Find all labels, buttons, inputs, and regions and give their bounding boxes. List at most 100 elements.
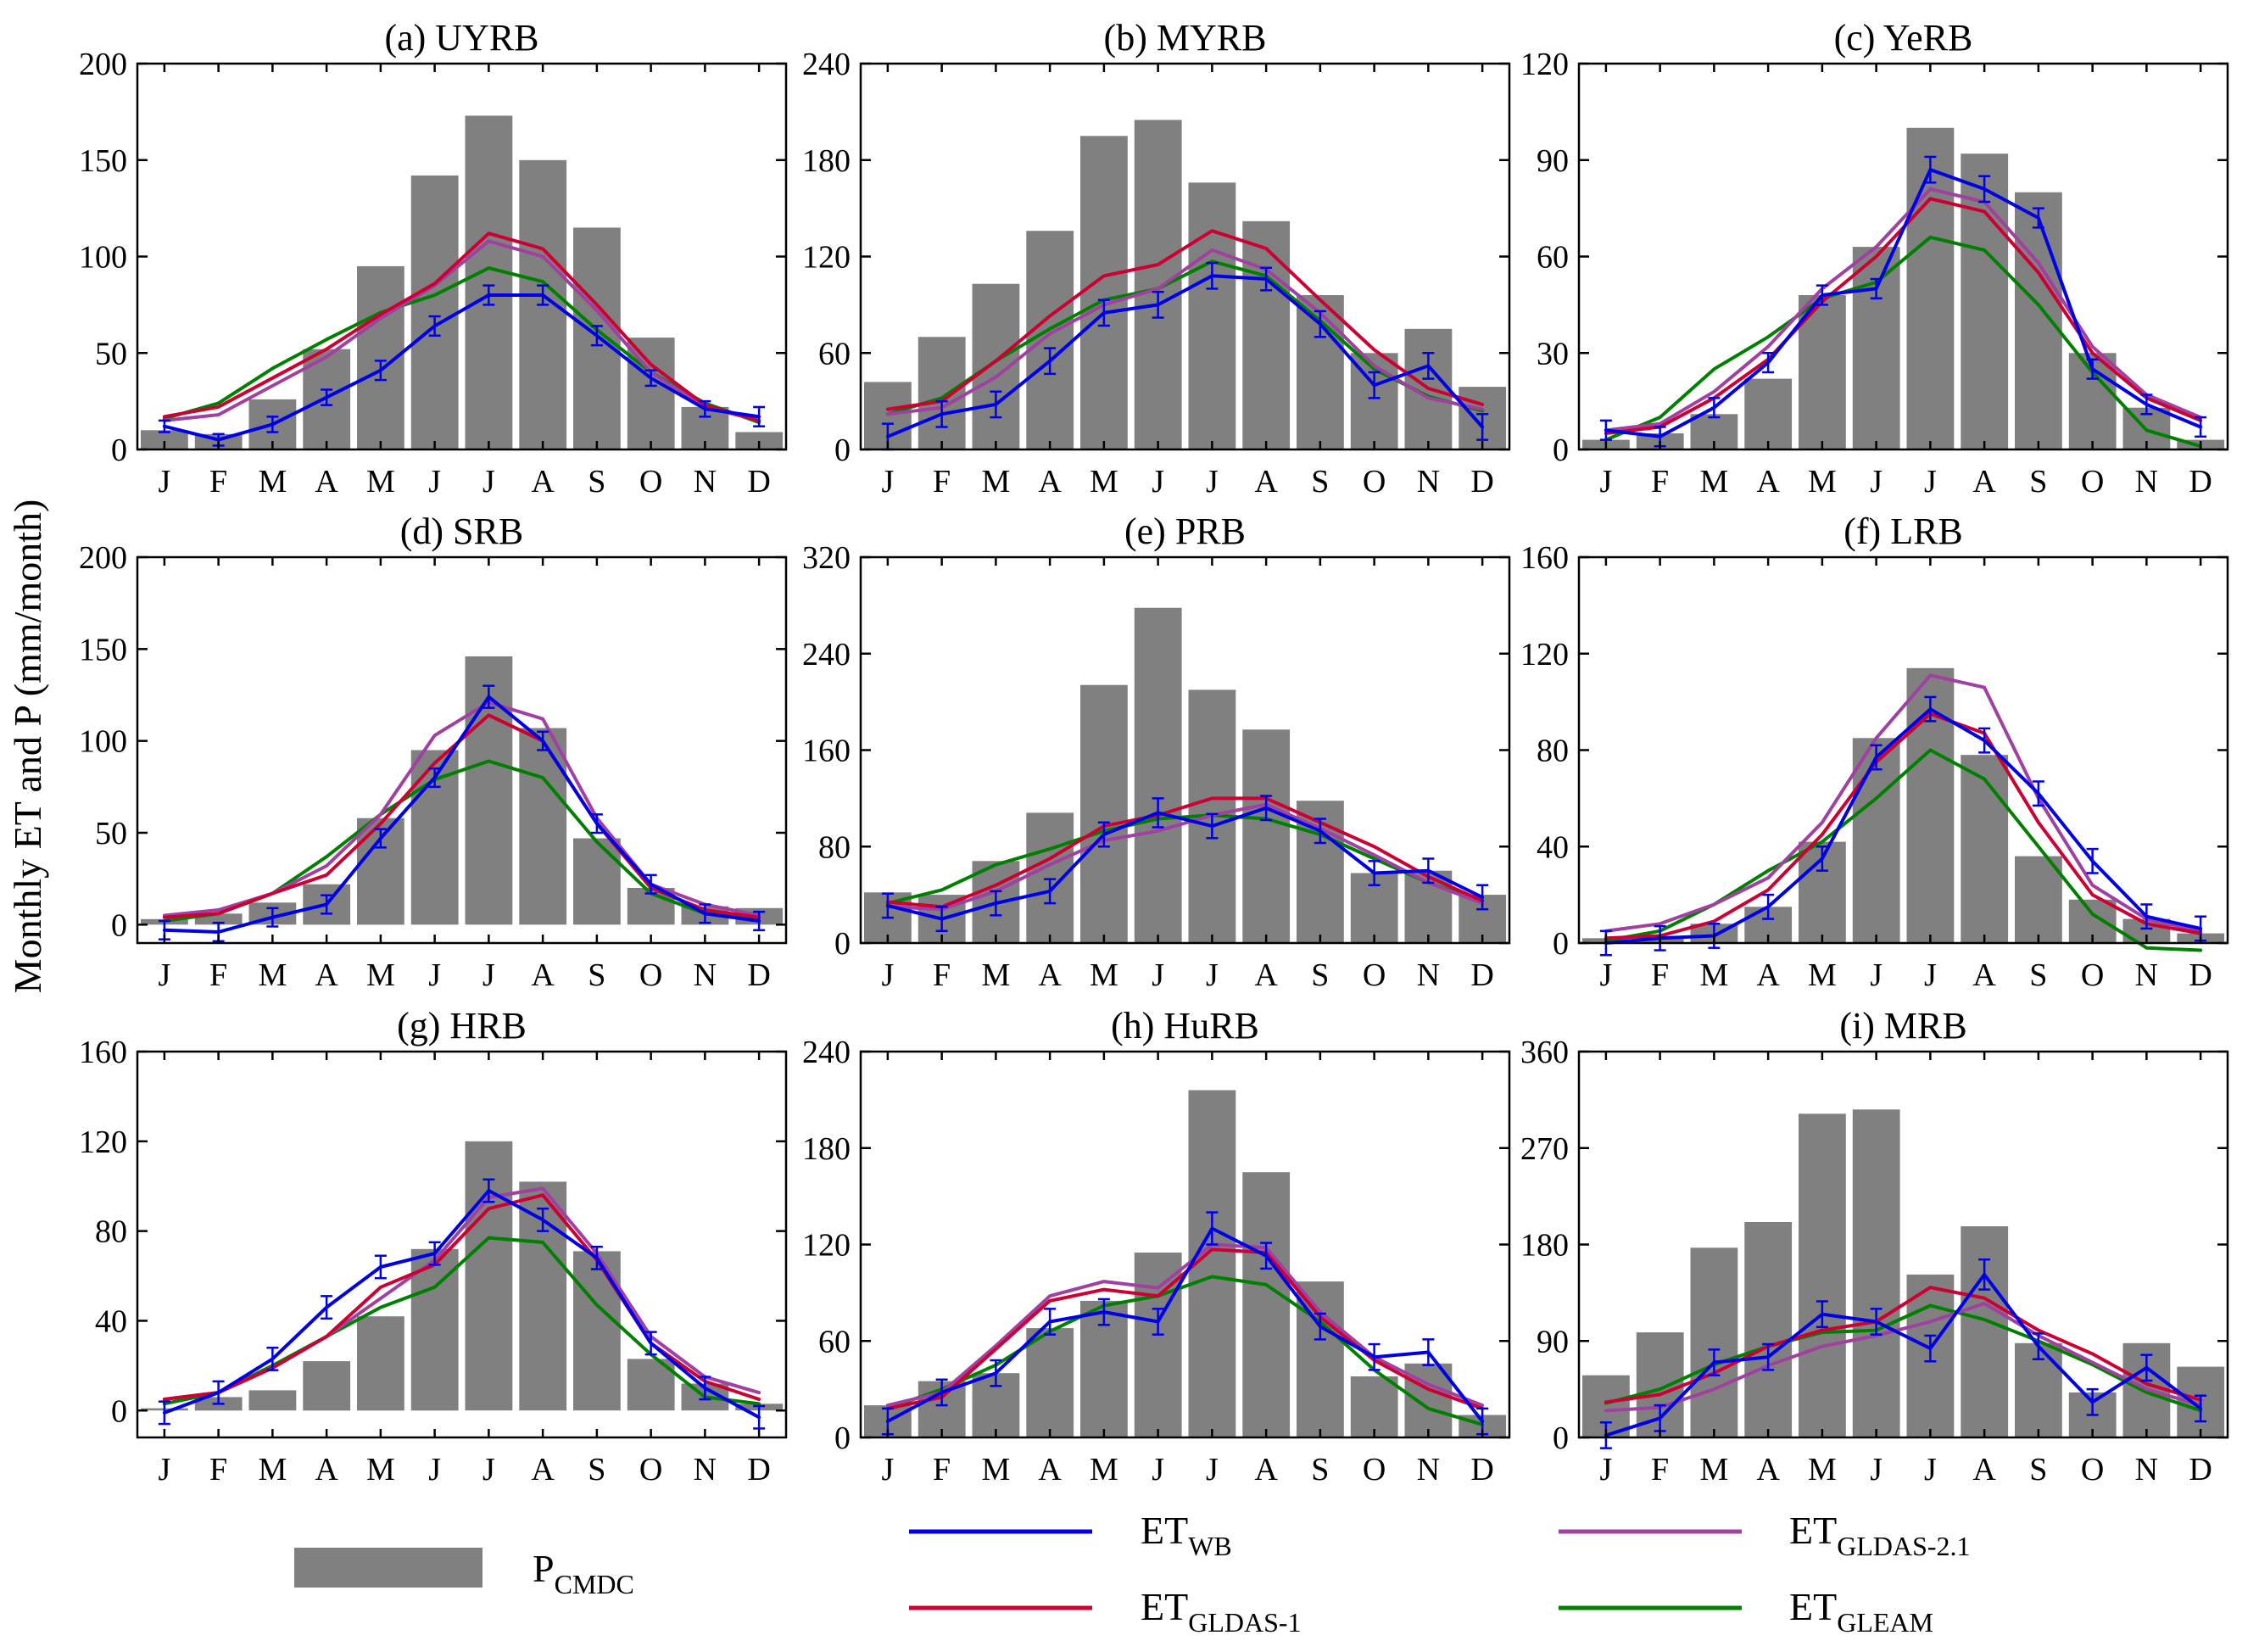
et-wb-error-bar-7 bbox=[482, 284, 495, 306]
x-tick-label: A bbox=[315, 1452, 338, 1487]
et-wb-error-bar-1 bbox=[881, 892, 894, 919]
et-wb-error-bar-9 bbox=[590, 813, 603, 834]
x-tick-label: D bbox=[747, 957, 770, 993]
x-tick-label: J bbox=[1870, 1452, 1883, 1487]
et-wb-error-bar-7 bbox=[482, 684, 495, 709]
x-tick-label: J bbox=[1924, 957, 1937, 993]
x-tick-label: S bbox=[1311, 957, 1329, 993]
et-wb-error-bar-6 bbox=[1870, 277, 1883, 300]
et-wb-error-bar-11 bbox=[1422, 1338, 1435, 1366]
x-tick-label: O bbox=[2081, 1452, 2104, 1487]
et-wb-error-bar-5 bbox=[1816, 846, 1828, 872]
y-tick-label: 80 bbox=[1537, 734, 1569, 769]
legend-label-et-wb: ETWB bbox=[1141, 1509, 1232, 1561]
x-tick-label: M bbox=[1808, 957, 1837, 993]
precip-bar-4 bbox=[303, 1361, 351, 1411]
x-tick-label: A bbox=[1972, 957, 1996, 993]
x-tick-label: J bbox=[1152, 957, 1164, 993]
y-tick-label: 100 bbox=[79, 724, 127, 760]
et-wb-error-bar-12 bbox=[2195, 1394, 2207, 1423]
et-wb-error-bar-11 bbox=[2140, 903, 2153, 930]
et-wb-error-bar-4 bbox=[1044, 347, 1057, 376]
legend-label-main: ET bbox=[1789, 1509, 1837, 1552]
et-wb-error-bar-6 bbox=[1870, 1308, 1883, 1336]
x-tick-label: A bbox=[315, 464, 338, 500]
x-tick-label: M bbox=[1090, 464, 1118, 500]
et-gldas-1-line bbox=[162, 232, 761, 422]
et-gleam-line bbox=[885, 1275, 1485, 1426]
x-tick-label: O bbox=[639, 1452, 662, 1487]
y-tick-label: 40 bbox=[1537, 829, 1569, 865]
x-tick-label: D bbox=[2189, 464, 2212, 500]
x-tick-label: N bbox=[1417, 1452, 1440, 1487]
legend-label-et-gleam: ETGLEAM bbox=[1789, 1585, 1933, 1638]
et-wb-error-bar-1 bbox=[158, 419, 170, 433]
x-tick-label: M bbox=[1808, 1452, 1837, 1487]
et-wb-error-bar-4 bbox=[1044, 878, 1057, 905]
legend-label-sub: WB bbox=[1188, 1531, 1232, 1561]
et-wb-line bbox=[885, 806, 1485, 921]
et-wb-error-bar-12 bbox=[753, 910, 766, 932]
panel-title: (d) SRB bbox=[400, 511, 523, 552]
precip-bar-5 bbox=[1080, 684, 1128, 943]
panel-title: (b) MYRB bbox=[1104, 17, 1267, 59]
x-tick-label: A bbox=[531, 464, 555, 500]
x-tick-label: O bbox=[2081, 464, 2104, 500]
et-gldas-2-1-line bbox=[1604, 1302, 2203, 1413]
x-tick-label: M bbox=[981, 1452, 1010, 1487]
y-tick-label: 90 bbox=[1537, 143, 1569, 179]
figure-y-axis-label: Monthly ET and P (mm/month) bbox=[6, 500, 49, 994]
et-wb-line bbox=[162, 1189, 761, 1420]
et-wb-error-bar-5 bbox=[374, 360, 387, 382]
x-tick-label: F bbox=[933, 464, 951, 500]
et-wb-error-bar-2 bbox=[935, 399, 948, 428]
et-wb-error-bar-8 bbox=[537, 1207, 549, 1232]
y-tick-label: 120 bbox=[802, 1228, 851, 1264]
x-tick-label: F bbox=[209, 464, 227, 500]
et-wb-error-bar-3 bbox=[266, 907, 279, 928]
y-tick-label: 40 bbox=[95, 1303, 127, 1339]
et-wb-error-bar-12 bbox=[2195, 416, 2207, 438]
et-wb-line bbox=[1604, 707, 2203, 945]
panel-title: (a) UYRB bbox=[384, 17, 538, 59]
x-tick-label: A bbox=[1254, 1452, 1278, 1487]
et-wb-error-bar-6 bbox=[428, 767, 441, 789]
et-wb-error-bar-9 bbox=[590, 325, 603, 347]
x-tick-label: J bbox=[158, 1452, 170, 1487]
x-tick-label: J bbox=[1870, 957, 1883, 993]
x-tick-label: F bbox=[933, 1452, 951, 1487]
x-tick-label: S bbox=[2029, 464, 2047, 500]
et-wb-error-bar-5 bbox=[1816, 1300, 1828, 1329]
et-wb-error-bar-7 bbox=[1206, 1211, 1219, 1246]
x-tick-label: J bbox=[881, 1452, 894, 1487]
y-tick-label: 0 bbox=[111, 433, 127, 468]
et-gldas-2-1-line bbox=[162, 239, 761, 422]
et-gldas-2-1-line bbox=[1604, 187, 2203, 433]
et-wb-error-bar-9 bbox=[2032, 1332, 2044, 1360]
x-tick-label: N bbox=[2135, 957, 2158, 993]
et-wb-error-bar-9 bbox=[1314, 818, 1326, 845]
precip-bar-10 bbox=[1350, 1376, 1398, 1437]
x-tick-label: J bbox=[1206, 957, 1219, 993]
y-tick-label: 200 bbox=[79, 47, 127, 82]
x-tick-label: M bbox=[366, 464, 395, 500]
precip-bar-5 bbox=[1799, 1113, 1846, 1437]
y-tick-label: 80 bbox=[818, 829, 851, 865]
precip-bar-4 bbox=[1744, 378, 1793, 449]
precip-bar-8 bbox=[1961, 755, 2009, 943]
legend-label-et-gldas-2-1: ETGLDAS-2.1 bbox=[1789, 1509, 1971, 1561]
precip-bar-5 bbox=[1080, 136, 1128, 450]
y-tick-label: 0 bbox=[1553, 1420, 1569, 1456]
precip-bar-4 bbox=[1744, 1222, 1793, 1437]
x-tick-label: S bbox=[2029, 957, 2047, 993]
et-wb-error-bar-3 bbox=[990, 390, 1002, 419]
x-tick-label: O bbox=[1363, 957, 1386, 993]
et-wb-error-bar-7 bbox=[1924, 695, 1937, 723]
x-tick-label: N bbox=[2135, 464, 2158, 500]
x-tick-label: M bbox=[366, 1452, 395, 1487]
x-tick-label: O bbox=[1363, 464, 1386, 500]
y-tick-label: 180 bbox=[1520, 1228, 1569, 1264]
y-tick-label: 80 bbox=[95, 1214, 127, 1250]
et-gldas-2-1-line bbox=[885, 1242, 1485, 1408]
